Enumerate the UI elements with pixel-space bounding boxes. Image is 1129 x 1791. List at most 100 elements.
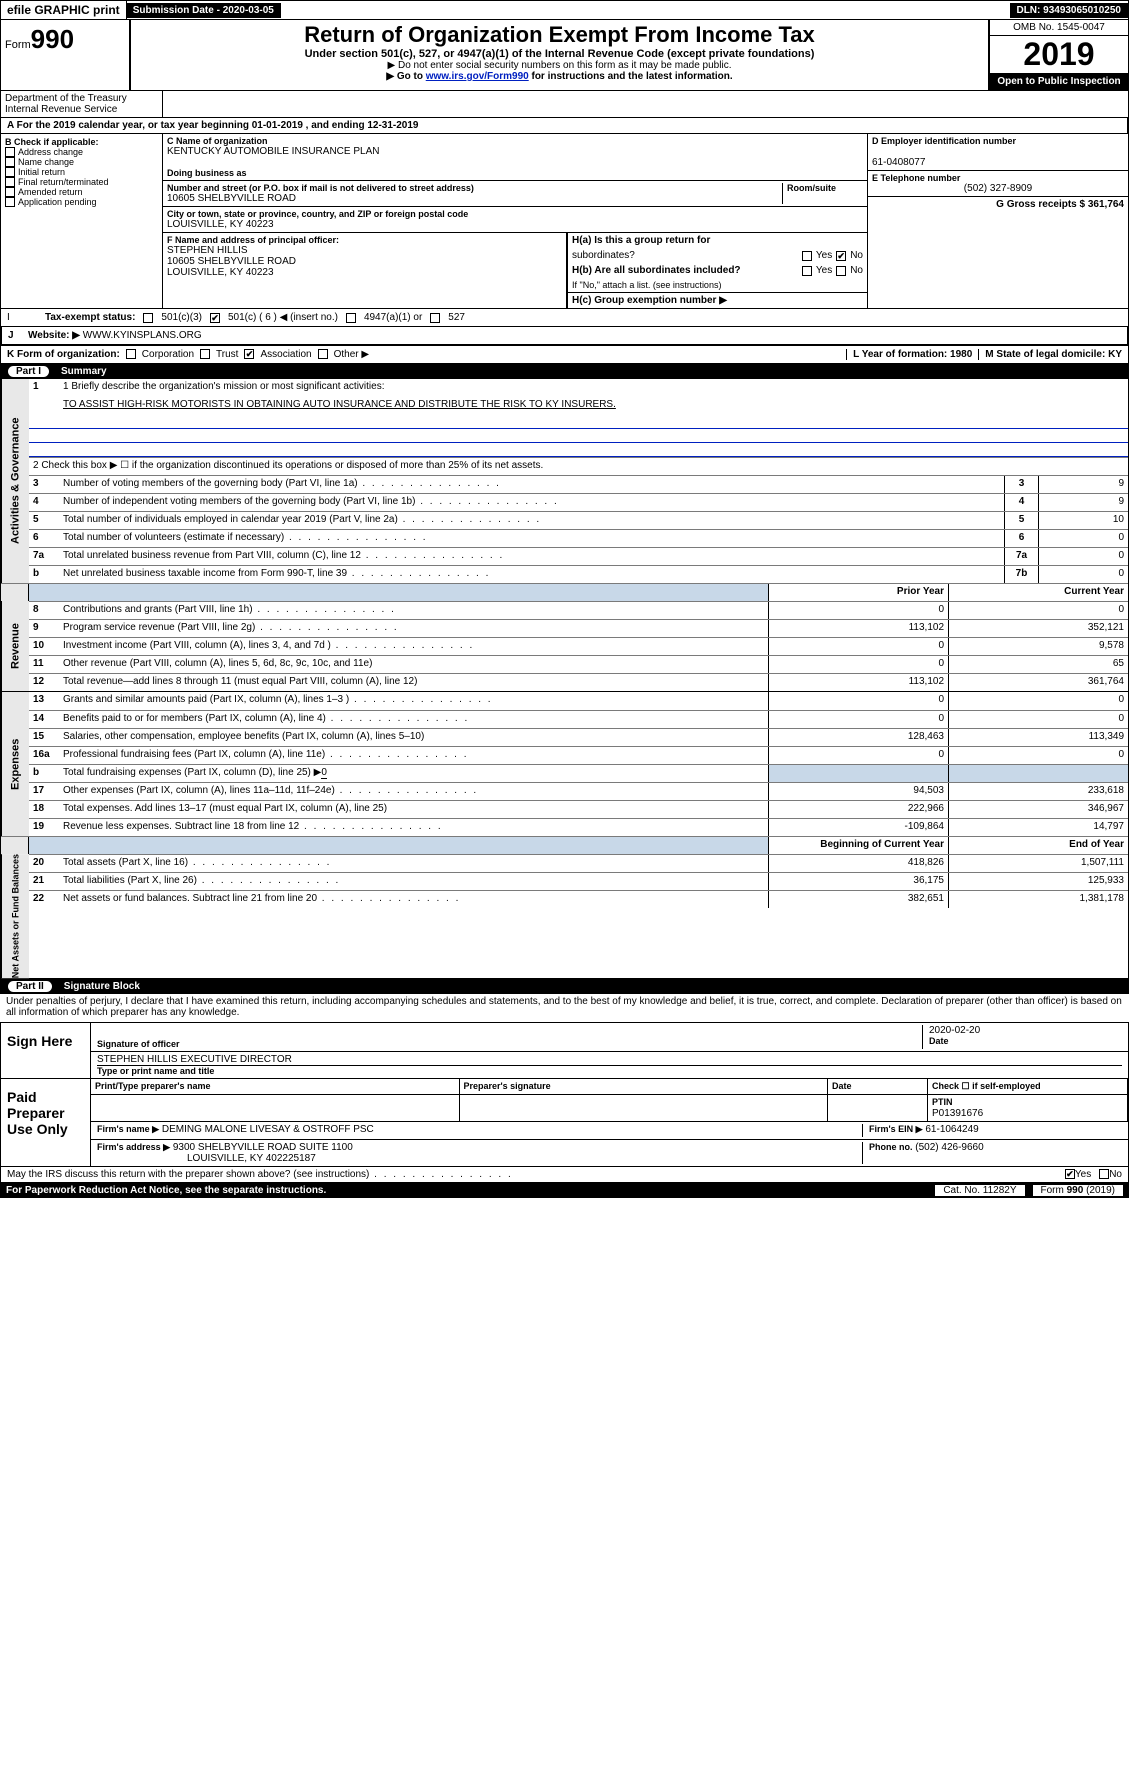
val6: 0 — [1038, 530, 1128, 547]
val7b: 0 — [1038, 566, 1128, 583]
ha-label2: subordinates? — [572, 250, 635, 261]
l-year: L Year of formation: 1980 — [846, 349, 972, 360]
line4: Number of independent voting members of … — [59, 494, 1004, 511]
hb-yes-cb[interactable] — [802, 266, 812, 276]
org-name-val: KENTUCKY AUTOMOBILE INSURANCE PLAN — [167, 146, 863, 157]
officer-name: STEPHEN HILLIS — [167, 245, 562, 256]
cb-amended[interactable]: Amended return — [5, 187, 158, 197]
dept-treasury: Department of the Treasury Internal Reve… — [1, 91, 163, 117]
section-a-text: A For the 2019 calendar year, or tax yea… — [1, 118, 1128, 133]
ha-no-cb[interactable]: ✔ — [836, 251, 846, 261]
ha-yes-cb[interactable] — [802, 251, 812, 261]
dept-line1: Department of the Treasury — [5, 93, 158, 104]
line16b: Total fundraising expenses (Part IX, col… — [59, 765, 768, 782]
discuss-yes-cb[interactable]: ✔ — [1065, 1169, 1075, 1179]
c10: 9,578 — [948, 638, 1128, 655]
b20: 418,826 — [768, 855, 948, 872]
cb-name-change[interactable]: Name change — [5, 157, 158, 167]
c15: 113,349 — [948, 729, 1128, 746]
ha-row: H(a) Is this a group return for — [568, 233, 867, 248]
goto-link[interactable]: www.irs.gov/Form990 — [426, 71, 529, 82]
form-title: Return of Organization Exempt From Incom… — [139, 22, 980, 48]
m-state: M State of legal domicile: KY — [978, 349, 1122, 360]
prep-ptin-block: Check ☐ if self-employed — [928, 1079, 1128, 1095]
row-i: I — [7, 312, 37, 323]
officer-addr2: LOUISVILLE, KY 40223 — [167, 267, 562, 278]
cb-corp[interactable] — [126, 349, 136, 359]
box7a: 7a — [1004, 548, 1038, 565]
p18: 222,966 — [768, 801, 948, 818]
form-foot: Form 990 (2019) — [1033, 1185, 1123, 1196]
tab-spacer — [1, 584, 29, 601]
p11: 0 — [768, 656, 948, 673]
line16a: Professional fundraising fees (Part IX, … — [59, 747, 768, 764]
cb-final-return[interactable]: Final return/terminated — [5, 177, 158, 187]
end-year-hdr: End of Year — [948, 837, 1128, 854]
goto-prefix: ▶ Go to — [386, 71, 425, 82]
preparer-grid: Print/Type preparer's name Preparer's si… — [91, 1079, 1128, 1122]
dept-row: Department of the Treasury Internal Reve… — [0, 91, 1129, 118]
form-number: 990 — [31, 24, 74, 54]
sig-date-val: 2020-02-20 — [929, 1025, 1122, 1036]
dln: DLN: 93493065010250 — [1010, 3, 1128, 18]
city-label: City or town, state or province, country… — [167, 209, 863, 219]
cb-527[interactable] — [430, 313, 440, 323]
efile-link[interactable]: efile GRAPHIC print — [1, 1, 127, 19]
sig-name-val: STEPHEN HILLIS EXECUTIVE DIRECTOR — [97, 1054, 1122, 1066]
cb-assoc[interactable]: ✔ — [244, 349, 254, 359]
tab-revenue: Revenue — [1, 601, 29, 691]
ein-label: D Employer identification number — [872, 136, 1124, 146]
paid-preparer-label: Paid Preparer Use Only — [1, 1079, 91, 1166]
cb-application-pending[interactable]: Application pending — [5, 197, 158, 207]
h-block: H(a) Is this a group return for subordin… — [567, 233, 867, 308]
c16a: 0 — [948, 747, 1128, 764]
officer-block: F Name and address of principal officer:… — [163, 233, 567, 308]
hdr-spacer — [29, 584, 768, 601]
e22: 1,381,178 — [948, 891, 1128, 908]
cb-initial-return[interactable]: Initial return — [5, 167, 158, 177]
p10: 0 — [768, 638, 948, 655]
prep-sig-val — [460, 1095, 829, 1122]
tab-governance: Activities & Governance — [1, 379, 29, 583]
tax-exempt-label: Tax-exempt status: — [45, 312, 135, 323]
box4: 4 — [1004, 494, 1038, 511]
footer-bar: For Paperwork Reduction Act Notice, see … — [0, 1183, 1129, 1198]
part2-label: Part II — [8, 981, 52, 992]
line7b: Net unrelated business taxable income fr… — [59, 566, 1004, 583]
mission-blank-1 — [29, 415, 1128, 429]
box7b: 7b — [1004, 566, 1038, 583]
phone-label: E Telephone number — [872, 173, 1124, 183]
cb-address-change[interactable]: Address change — [5, 147, 158, 157]
tab-netassets: Net Assets or Fund Balances — [1, 854, 29, 978]
sign-here-label: Sign Here — [1, 1023, 91, 1078]
tax-exempt-row: I Tax-exempt status: 501(c)(3) ✔501(c) (… — [0, 309, 1129, 327]
firm-addr-row: Firm's address ▶ 9300 SHELBYVILLE ROAD S… — [91, 1140, 1128, 1166]
box6: 6 — [1004, 530, 1038, 547]
cb-501c3[interactable] — [143, 313, 153, 323]
officer-h-row: F Name and address of principal officer:… — [163, 233, 867, 308]
mission-val: TO ASSIST HIGH-RISK MOTORISTS IN OBTAINI… — [29, 397, 1128, 415]
c9: 352,121 — [948, 620, 1128, 637]
discuss-no-cb[interactable] — [1099, 1169, 1109, 1179]
cb-other[interactable] — [318, 349, 328, 359]
form-number-block: Form990 — [1, 20, 131, 90]
p15: 128,463 — [768, 729, 948, 746]
website-row: J Website: ▶ WWW.KYINSPLANS.ORG — [0, 327, 1129, 346]
officer-label: F Name and address of principal officer: — [167, 235, 562, 245]
submission-date: Submission Date - 2020-03-05 — [127, 3, 281, 18]
line11: Other revenue (Part VIII, column (A), li… — [59, 656, 768, 673]
cb-501c[interactable]: ✔ — [210, 313, 220, 323]
val5: 10 — [1038, 512, 1128, 529]
cb-4947[interactable] — [346, 313, 356, 323]
sig-name-row: STEPHEN HILLIS EXECUTIVE DIRECTOR Type o… — [91, 1052, 1128, 1078]
hb-no-cb[interactable] — [836, 266, 846, 276]
p19: -109,864 — [768, 819, 948, 836]
sig-name-label: Type or print name and title — [97, 1066, 1122, 1076]
begin-year-hdr: Beginning of Current Year — [768, 837, 948, 854]
open-public-badge: Open to Public Inspection — [990, 73, 1128, 90]
cb-trust[interactable] — [200, 349, 210, 359]
form-header: Form990 Return of Organization Exempt Fr… — [0, 20, 1129, 91]
line21: Total liabilities (Part X, line 26) — [59, 873, 768, 890]
p9: 113,102 — [768, 620, 948, 637]
ein-block: D Employer identification number 61-0408… — [868, 134, 1128, 171]
